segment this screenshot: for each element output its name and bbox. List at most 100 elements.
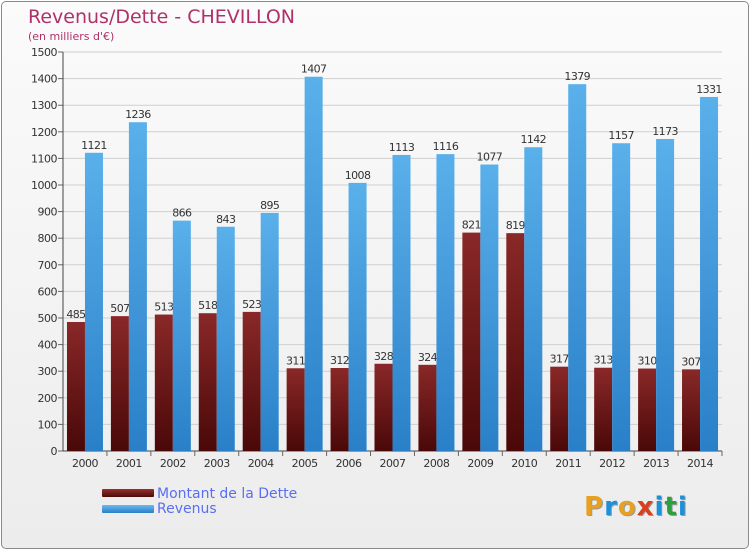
x-tick-label: 2004 <box>248 457 274 470</box>
x-tick-label: 2010 <box>511 457 537 470</box>
bar-revenus <box>216 226 235 451</box>
data-label-revenus: 843 <box>216 213 236 226</box>
x-tick-label: 2007 <box>380 457 406 470</box>
y-tick-label: 300 <box>38 365 58 378</box>
bar-revenus <box>612 143 631 451</box>
bar-revenus <box>436 154 455 452</box>
bar-revenus <box>700 96 719 451</box>
data-label-debt: 523 <box>242 298 262 311</box>
bar-revenus <box>84 152 103 451</box>
bar-revenus <box>260 212 279 451</box>
data-label-revenus: 1121 <box>81 139 107 152</box>
bar-debt <box>154 314 173 451</box>
data-label-debt: 311 <box>286 354 305 367</box>
data-label-debt: 518 <box>198 299 218 312</box>
y-tick-label: 1400 <box>31 73 57 86</box>
bar-debt <box>286 368 305 451</box>
data-label-revenus: 1331 <box>696 83 722 96</box>
y-tick-label: 1000 <box>31 179 57 192</box>
legend-swatch-debt <box>102 489 154 497</box>
y-tick-label: 1100 <box>31 152 57 165</box>
y-tick-label: 1300 <box>31 99 57 112</box>
y-tick-label: 200 <box>38 392 58 405</box>
chart-title: Revenus/Dette - CHEVILLON <box>28 6 296 28</box>
data-label-debt: 328 <box>374 350 394 363</box>
data-label-revenus: 1407 <box>301 63 327 76</box>
proxiti-logo: Proxiti <box>584 492 688 522</box>
x-tick-label: 2005 <box>292 457 318 470</box>
y-tick-label: 1500 <box>31 46 57 59</box>
bar-debt <box>242 311 261 451</box>
bar-debt <box>110 316 129 451</box>
bar-revenus <box>304 76 323 451</box>
data-label-revenus: 895 <box>260 199 280 212</box>
legend-label-debt: Montant de la Dette <box>157 486 298 502</box>
x-tick-label: 2014 <box>687 457 713 470</box>
bar-revenus <box>480 164 499 451</box>
data-label-debt: 513 <box>154 301 174 314</box>
data-label-revenus: 1379 <box>564 70 590 83</box>
data-label-debt: 313 <box>594 354 614 367</box>
data-label-debt: 324 <box>418 351 438 364</box>
x-tick-label: 2006 <box>336 457 362 470</box>
bar-debt <box>462 232 481 451</box>
bar-revenus <box>656 138 675 451</box>
bar-debt <box>682 369 701 451</box>
x-tick-label: 2012 <box>599 457 625 470</box>
bar-revenus <box>348 182 367 451</box>
legend-label-revenus: Revenus <box>157 501 217 517</box>
x-tick-label: 2009 <box>467 457 493 470</box>
x-tick-label: 2003 <box>204 457 230 470</box>
bar-debt <box>638 368 657 451</box>
data-label-debt: 307 <box>681 355 701 368</box>
bar-debt <box>66 321 85 451</box>
data-label-debt: 317 <box>550 353 570 366</box>
data-label-revenus: 1116 <box>433 140 459 153</box>
data-label-revenus: 1142 <box>520 133 546 146</box>
y-tick-label: 100 <box>38 418 58 431</box>
y-tick-label: 1200 <box>31 126 57 139</box>
bar-revenus <box>392 154 411 451</box>
x-tick-label: 2000 <box>72 457 98 470</box>
data-label-debt: 507 <box>110 302 130 315</box>
y-tick-label: 0 <box>51 445 58 458</box>
bar-debt <box>506 233 525 451</box>
y-tick-label: 800 <box>38 232 58 245</box>
y-tick-label: 900 <box>38 206 58 219</box>
bar-debt <box>374 363 393 451</box>
x-tick-label: 2013 <box>643 457 669 470</box>
chart-subtitle: (en milliers d'€) <box>28 30 115 43</box>
x-tick-label: 2001 <box>116 457 142 470</box>
y-tick-label: 600 <box>38 285 58 298</box>
data-label-revenus: 866 <box>172 207 192 220</box>
bar-revenus <box>524 147 543 451</box>
bar-debt <box>418 364 437 451</box>
bar-debt <box>330 368 349 451</box>
y-tick-label: 500 <box>38 312 58 325</box>
data-label-debt: 819 <box>506 219 526 232</box>
bar-revenus <box>568 84 587 451</box>
bar-revenus <box>172 220 191 451</box>
data-label-revenus: 1173 <box>652 125 678 138</box>
y-tick-label: 400 <box>38 339 58 352</box>
data-label-revenus: 1113 <box>389 141 415 154</box>
x-tick-label: 2011 <box>555 457 581 470</box>
data-label-revenus: 1157 <box>608 129 634 142</box>
legend-swatch-revenus <box>102 505 154 513</box>
data-label-revenus: 1077 <box>477 151 503 164</box>
bar-revenus <box>128 122 147 451</box>
data-label-debt: 485 <box>66 308 86 321</box>
data-label-debt: 310 <box>637 355 657 368</box>
bar-debt <box>198 313 217 451</box>
data-label-debt: 821 <box>462 219 481 232</box>
y-tick-label: 700 <box>38 259 58 272</box>
data-label-revenus: 1008 <box>345 169 371 182</box>
data-label-debt: 312 <box>330 354 349 367</box>
x-tick-label: 2008 <box>423 457 449 470</box>
data-label-revenus: 1236 <box>125 108 151 121</box>
x-tick-label: 2002 <box>160 457 186 470</box>
bar-debt <box>594 367 613 451</box>
bar-debt <box>550 366 569 451</box>
